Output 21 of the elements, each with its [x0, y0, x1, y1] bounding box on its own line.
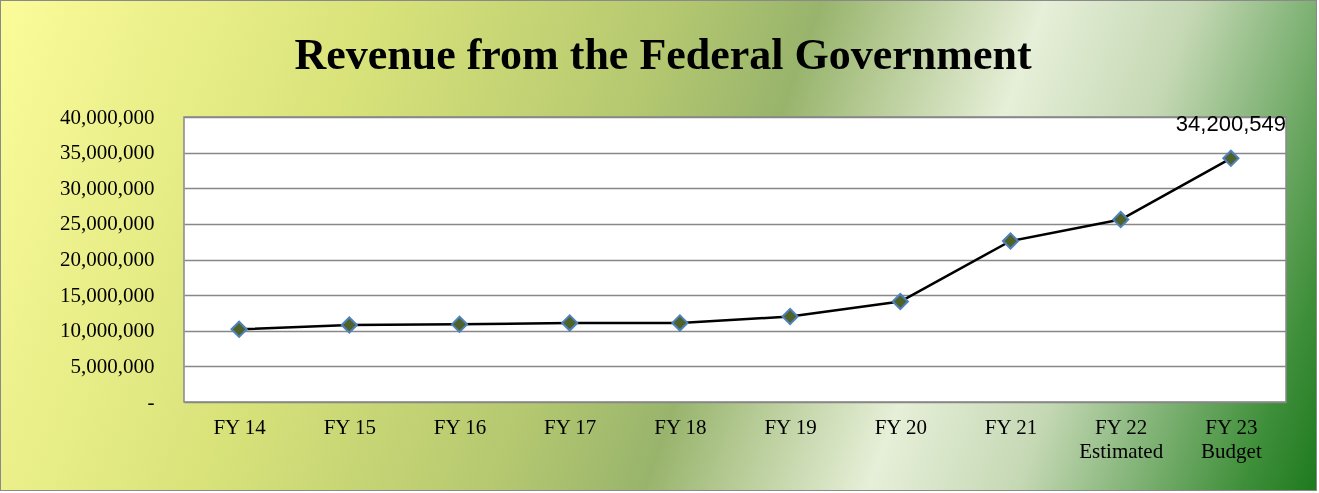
x-tick-label: FY 14 — [213, 414, 267, 439]
data-label: 34,200,549 — [1175, 111, 1286, 137]
y-tick-label: 15,000,000 — [60, 282, 155, 307]
y-tick-label: 35,000,000 — [60, 140, 155, 165]
y-tick-label: 30,000,000 — [60, 175, 155, 200]
x-tick-label: FY 16 — [433, 414, 487, 439]
x-tick-label: FY 22 Estimated — [1079, 414, 1164, 463]
x-tick-label: FY 19 — [764, 414, 817, 439]
x-tick-label: FY 18 — [654, 414, 707, 439]
chart-title: Revenue from the Federal Government — [294, 30, 1032, 79]
x-tick-label: FY 20 — [874, 414, 927, 439]
x-tick-label: FY 23 Budget — [1201, 414, 1262, 463]
y-tick-label: - — [147, 389, 155, 414]
y-tick-label: 5,000,000 — [70, 353, 155, 378]
y-tick-label: 20,000,000 — [60, 247, 155, 271]
x-tick-label: FY 15 — [323, 414, 376, 439]
x-tick-label: FY 21 — [984, 414, 1038, 439]
y-tick-label: 25,000,000 — [60, 211, 155, 236]
x-tick-label: FY 17 — [544, 414, 597, 439]
y-tick-label: 40,000,000 — [60, 104, 155, 129]
y-tick-label: 10,000,000 — [60, 318, 155, 343]
